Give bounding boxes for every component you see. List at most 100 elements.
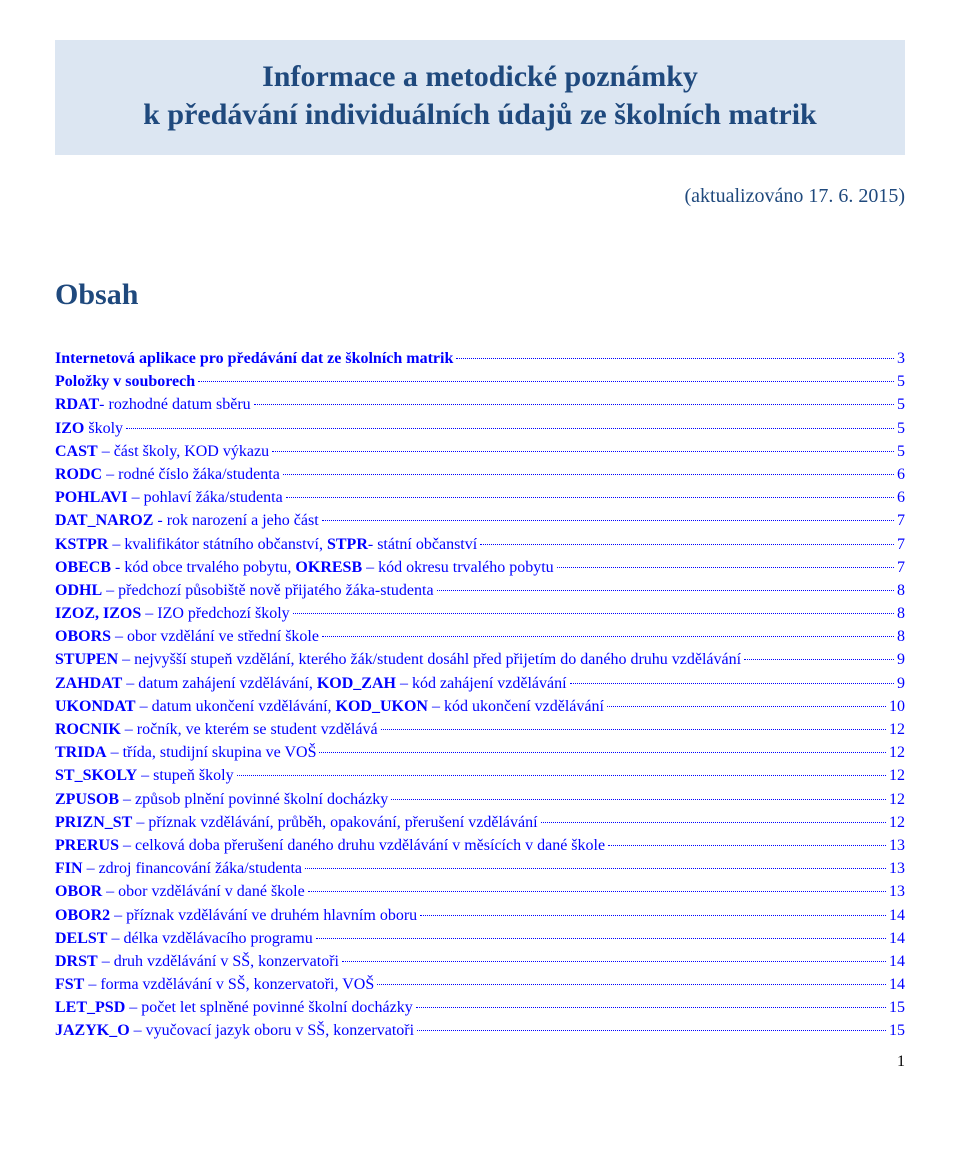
- table-of-contents: Internetová aplikace pro předávání dat z…: [55, 347, 905, 1043]
- toc-entry-label: PRERUS – celková doba přerušení daného d…: [55, 834, 605, 857]
- toc-leader-dots: [541, 822, 886, 823]
- toc-row[interactable]: KSTPR – kvalifikátor státního občanství,…: [55, 533, 905, 556]
- toc-row[interactable]: ROCNIK – ročník, ve kterém se student vz…: [55, 718, 905, 741]
- toc-row[interactable]: OBOR2 – příznak vzdělávání ve druhém hla…: [55, 904, 905, 927]
- toc-page-number: 8: [897, 625, 905, 648]
- toc-entry-label: JAZYK_O – vyučovací jazyk oboru v SŠ, ko…: [55, 1019, 414, 1042]
- toc-entry-label: DRST – druh vzdělávání v SŠ, konzervatoř…: [55, 950, 339, 973]
- toc-row[interactable]: ZAHDAT – datum zahájení vzdělávání, KOD_…: [55, 672, 905, 695]
- toc-page-number: 10: [889, 695, 905, 718]
- toc-page-number: 14: [889, 904, 905, 927]
- toc-page-number: 14: [889, 950, 905, 973]
- toc-row[interactable]: POHLAVI – pohlaví žáka/studenta6: [55, 486, 905, 509]
- toc-leader-dots: [342, 961, 886, 962]
- toc-row[interactable]: FST – forma vzdělávání v SŠ, konzervatoř…: [55, 973, 905, 996]
- toc-page-number: 5: [897, 393, 905, 416]
- toc-entry-label: ZPUSOB – způsob plnění povinné školní do…: [55, 788, 388, 811]
- toc-row[interactable]: RDAT- rozhodné datum sběru5: [55, 393, 905, 416]
- toc-leader-dots: [286, 497, 894, 498]
- toc-row[interactable]: DELST – délka vzdělávacího programu14: [55, 927, 905, 950]
- toc-row[interactable]: PRIZN_ST – příznak vzdělávání, průběh, o…: [55, 811, 905, 834]
- title-line-1: Informace a metodické poznámky: [262, 60, 698, 93]
- toc-page-number: 14: [889, 927, 905, 950]
- toc-row[interactable]: TRIDA – třída, studijní skupina ve VOŠ12: [55, 741, 905, 764]
- toc-page-number: 7: [897, 533, 905, 556]
- toc-row[interactable]: IZOZ, IZOS – IZO předchozí školy8: [55, 602, 905, 625]
- toc-leader-dots: [381, 729, 886, 730]
- toc-leader-dots: [557, 567, 894, 568]
- toc-page-number: 6: [897, 486, 905, 509]
- toc-page-number: 15: [889, 1019, 905, 1042]
- toc-row[interactable]: ST_SKOLY – stupeň školy 12: [55, 764, 905, 787]
- toc-leader-dots: [237, 775, 886, 776]
- updated-date: (aktualizováno 17. 6. 2015): [55, 185, 905, 208]
- toc-page-number: 9: [897, 672, 905, 695]
- toc-page-number: 7: [897, 509, 905, 532]
- toc-leader-dots: [417, 1030, 886, 1031]
- toc-leader-dots: [126, 428, 894, 429]
- toc-entry-label: Položky v souborech: [55, 370, 195, 393]
- toc-row[interactable]: Položky v souborech 5: [55, 370, 905, 393]
- toc-entry-label: UKONDAT – datum ukončení vzdělávání, KOD…: [55, 695, 604, 718]
- toc-leader-dots: [272, 451, 894, 452]
- toc-page-number: 3: [897, 347, 905, 370]
- toc-row[interactable]: OBORS – obor vzdělání ve střední škole8: [55, 625, 905, 648]
- toc-leader-dots: [293, 613, 894, 614]
- toc-row[interactable]: JAZYK_O – vyučovací jazyk oboru v SŠ, ko…: [55, 1019, 905, 1042]
- toc-page-number: 12: [889, 764, 905, 787]
- toc-row[interactable]: RODC – rodné číslo žáka/studenta6: [55, 463, 905, 486]
- toc-entry-label: FST – forma vzdělávání v SŠ, konzervatoř…: [55, 973, 374, 996]
- toc-row[interactable]: UKONDAT – datum ukončení vzdělávání, KOD…: [55, 695, 905, 718]
- toc-entry-label: OBECB - kód obce trvalého pobytu, OKRESB…: [55, 556, 554, 579]
- toc-entry-label: KSTPR – kvalifikátor státního občanství,…: [55, 533, 477, 556]
- page-number: 1: [55, 1053, 905, 1071]
- toc-page-number: 12: [889, 811, 905, 834]
- toc-entry-label: CAST – část školy, KOD výkazu: [55, 440, 269, 463]
- toc-leader-dots: [322, 636, 894, 637]
- toc-heading: Obsah: [55, 278, 905, 312]
- toc-leader-dots: [322, 520, 894, 521]
- toc-leader-dots: [283, 474, 894, 475]
- title-box: Informace a metodické poznámky k předává…: [55, 40, 905, 155]
- toc-entry-label: ROCNIK – ročník, ve kterém se student vz…: [55, 718, 378, 741]
- toc-row[interactable]: OBECB - kód obce trvalého pobytu, OKRESB…: [55, 556, 905, 579]
- toc-page-number: 8: [897, 579, 905, 602]
- toc-row[interactable]: DRST – druh vzdělávání v SŠ, konzervatoř…: [55, 950, 905, 973]
- document-title: Informace a metodické poznámky k předává…: [69, 58, 891, 133]
- toc-row[interactable]: FIN – zdroj financování žáka/studenta13: [55, 857, 905, 880]
- toc-row[interactable]: CAST – část školy, KOD výkazu5: [55, 440, 905, 463]
- toc-entry-label: ZAHDAT – datum zahájení vzdělávání, KOD_…: [55, 672, 567, 695]
- toc-row[interactable]: LET_PSD – počet let splněné povinné škol…: [55, 996, 905, 1019]
- toc-entry-label: TRIDA – třída, studijní skupina ve VOŠ: [55, 741, 316, 764]
- toc-entry-label: ST_SKOLY – stupeň školy: [55, 764, 234, 787]
- toc-row[interactable]: Internetová aplikace pro předávání dat z…: [55, 347, 905, 370]
- toc-row[interactable]: IZO školy5: [55, 417, 905, 440]
- toc-row[interactable]: ODHL – předchozí působiště nově přijatéh…: [55, 579, 905, 602]
- toc-row[interactable]: PRERUS – celková doba přerušení daného d…: [55, 834, 905, 857]
- toc-page-number: 14: [889, 973, 905, 996]
- toc-entry-label: ODHL – předchozí působiště nově přijatéh…: [55, 579, 434, 602]
- toc-leader-dots: [420, 915, 886, 916]
- toc-leader-dots: [254, 404, 894, 405]
- toc-entry-label: STUPEN – nejvyšší stupeň vzdělání, které…: [55, 648, 741, 671]
- toc-row[interactable]: STUPEN – nejvyšší stupeň vzdělání, které…: [55, 648, 905, 671]
- toc-page-number: 13: [889, 834, 905, 857]
- toc-row[interactable]: DAT_NAROZ - rok narození a jeho část7: [55, 509, 905, 532]
- toc-leader-dots: [308, 891, 886, 892]
- toc-leader-dots: [198, 381, 894, 382]
- toc-row[interactable]: ZPUSOB – způsob plnění povinné školní do…: [55, 788, 905, 811]
- toc-page-number: 12: [889, 788, 905, 811]
- toc-page-number: 7: [897, 556, 905, 579]
- toc-entry-label: IZOZ, IZOS – IZO předchozí školy: [55, 602, 290, 625]
- toc-row[interactable]: OBOR – obor vzdělávání v dané škole13: [55, 880, 905, 903]
- toc-leader-dots: [608, 845, 886, 846]
- toc-entry-label: PRIZN_ST – příznak vzdělávání, průběh, o…: [55, 811, 538, 834]
- toc-leader-dots: [456, 358, 894, 359]
- toc-page-number: 5: [897, 370, 905, 393]
- toc-entry-label: LET_PSD – počet let splněné povinné škol…: [55, 996, 413, 1019]
- toc-leader-dots: [391, 799, 886, 800]
- toc-leader-dots: [377, 984, 886, 985]
- toc-leader-dots: [416, 1007, 886, 1008]
- toc-page-number: 6: [897, 463, 905, 486]
- toc-leader-dots: [316, 938, 886, 939]
